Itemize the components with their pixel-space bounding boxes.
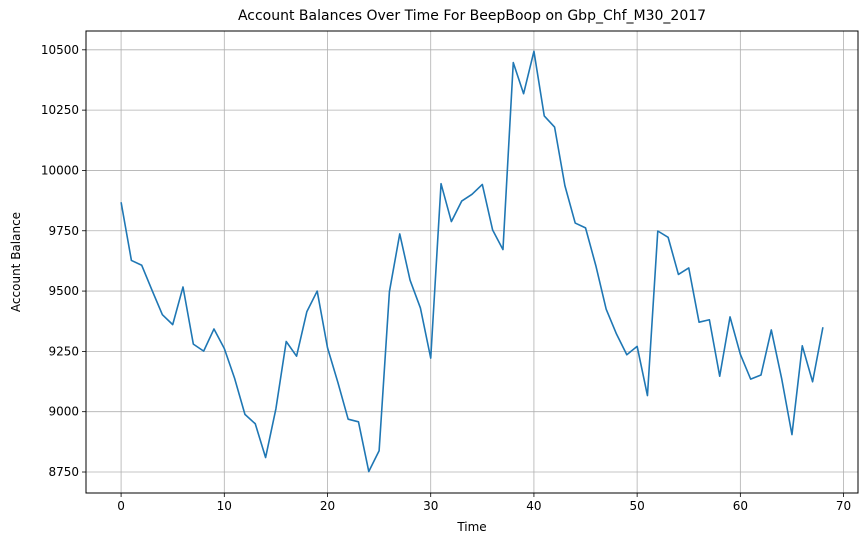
y-tick-label: 9500 bbox=[48, 284, 79, 298]
chart-title: Account Balances Over Time For BeepBoop … bbox=[238, 8, 706, 24]
y-tick-label: 8750 bbox=[48, 465, 79, 479]
series-group bbox=[120, 50, 824, 473]
grid-lines bbox=[86, 31, 858, 493]
y-tick-label: 10250 bbox=[41, 103, 79, 117]
plot-area-frame bbox=[85, 30, 859, 494]
x-tick-label: 40 bbox=[526, 499, 541, 513]
x-tick-label: 0 bbox=[117, 499, 125, 513]
y-tick-label: 9250 bbox=[48, 344, 79, 358]
x-tick-label: 60 bbox=[733, 499, 748, 513]
y-axis: 8750 9000 9250 9500 9750 10000 10250 10500 bbox=[41, 43, 86, 479]
x-tick-label: 10 bbox=[217, 499, 232, 513]
y-tick-label: 9000 bbox=[48, 405, 79, 419]
x-axis: 0 10 20 30 40 50 60 70 bbox=[117, 493, 851, 513]
x-tick-label: 70 bbox=[836, 499, 851, 513]
x-tick-label: 30 bbox=[423, 499, 438, 513]
y-tick-label: 10000 bbox=[41, 163, 79, 177]
y-tick-label: 10500 bbox=[41, 43, 79, 57]
x-tick-label: 50 bbox=[629, 499, 644, 513]
y-tick-label: 9750 bbox=[48, 224, 79, 238]
x-axis-label: Time bbox=[456, 520, 486, 534]
y-axis-label: Account Balance bbox=[9, 212, 23, 312]
x-tick-label: 20 bbox=[320, 499, 335, 513]
series-line bbox=[120, 50, 824, 473]
